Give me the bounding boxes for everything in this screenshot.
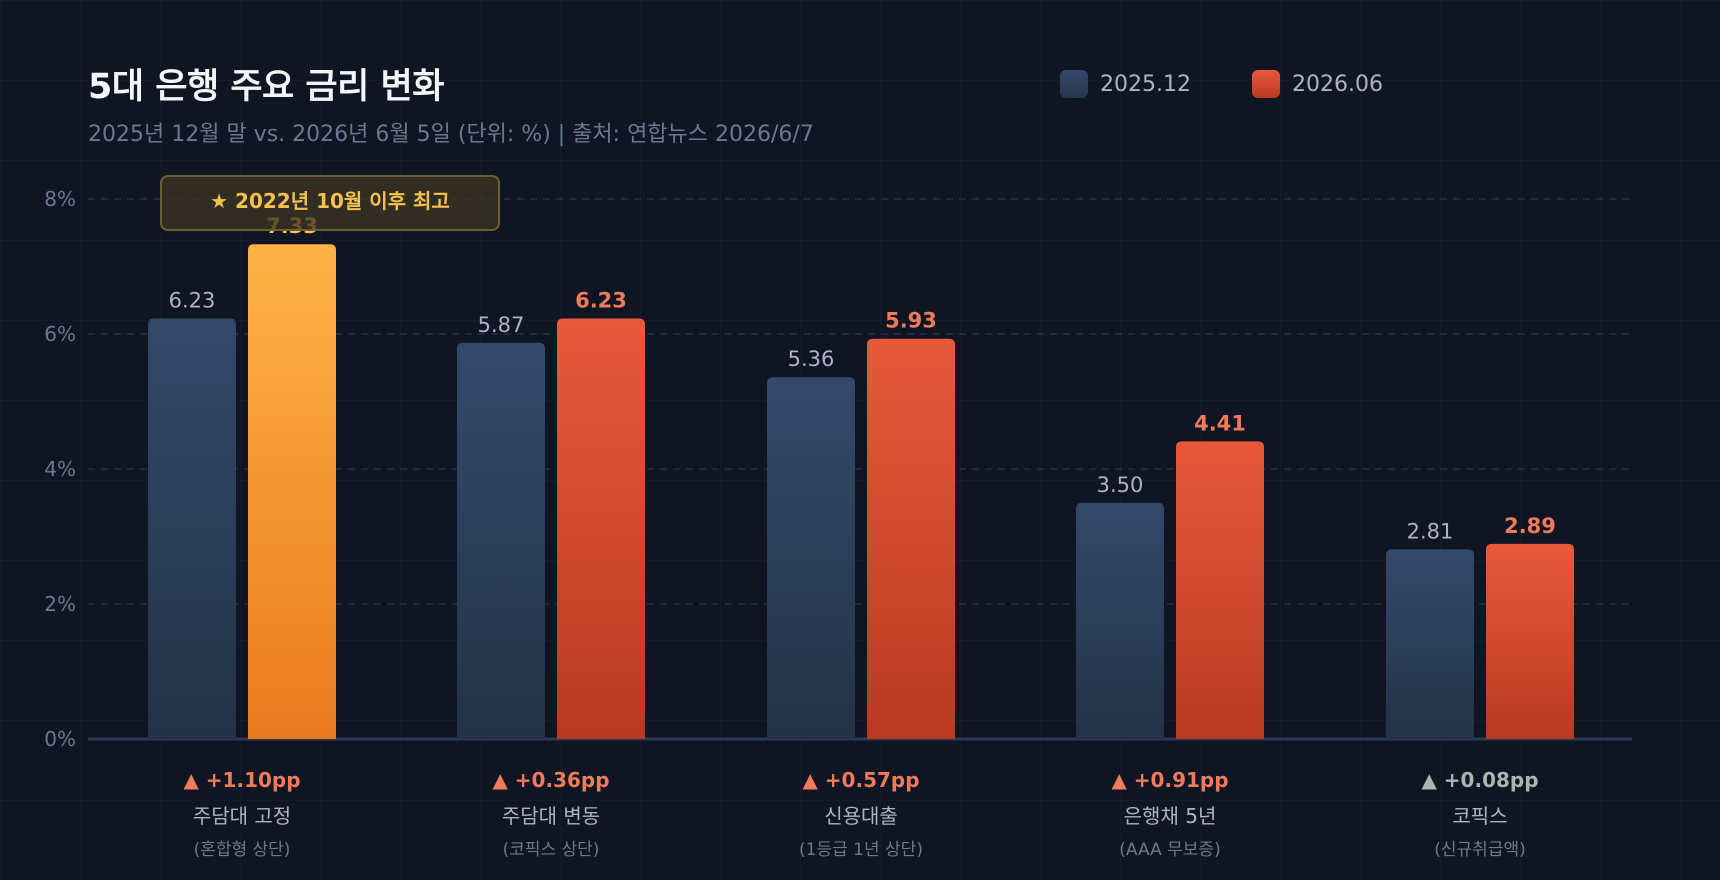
y-tick-label: 8% xyxy=(44,187,76,211)
bar-value-label: 5.93 xyxy=(885,309,937,333)
bar-value-label: 5.87 xyxy=(478,313,525,337)
category-note: (신규취급액) xyxy=(1434,840,1526,860)
legend-swatch-2026-06 xyxy=(1252,70,1280,98)
bar-2025-12 xyxy=(767,377,855,739)
category-label: 주담대 고정 xyxy=(192,804,292,828)
legend-item-2026-06: 2026.06 xyxy=(1252,70,1383,98)
change-label: ▲ +0.36pp xyxy=(492,768,610,792)
bar-2026-06 xyxy=(557,318,645,739)
category-note: (1등급 1년 상단) xyxy=(799,840,923,860)
bar-value-label: 2.89 xyxy=(1504,514,1556,538)
bar-value-label: 6.23 xyxy=(169,288,216,312)
legend-label-2026-06: 2026.06 xyxy=(1292,71,1383,97)
y-tick-label: 2% xyxy=(44,592,76,616)
chart-title: 5대 은행 주요 금리 변화 xyxy=(88,67,444,107)
bar-2025-12 xyxy=(1386,549,1474,739)
category-note: (AAA 무보증) xyxy=(1119,840,1221,860)
bar-2026-06 xyxy=(1486,543,1574,739)
bar-2025-12 xyxy=(148,318,236,739)
record-high-callout-text: ★ 2022년 10월 이후 최고 xyxy=(210,188,450,213)
legend-label-2025-12: 2025.12 xyxy=(1100,71,1191,97)
y-tick-label: 4% xyxy=(44,457,76,481)
category-label: 은행채 5년 xyxy=(1123,804,1217,828)
category-note: (혼합형 상단) xyxy=(193,840,291,860)
bar-2025-12 xyxy=(1076,502,1164,739)
bar-2026-06 xyxy=(867,338,955,739)
category-label-group: ▲ +0.08pp 코픽스 (신규취급액) xyxy=(1360,768,1600,860)
record-high-callout: ★ 2022년 10월 이후 최고 xyxy=(160,175,500,231)
change-label: ▲ +0.08pp xyxy=(1421,768,1539,792)
category-label-group: ▲ +0.36pp 주담대 변동 (코픽스 상단) xyxy=(431,768,671,860)
bar-value-label: 4.41 xyxy=(1194,411,1246,435)
bar-2026-06 xyxy=(248,244,336,739)
category-label-group: ▲ +0.91pp 은행채 5년 (AAA 무보증) xyxy=(1050,768,1290,860)
category-label: 신용대출 xyxy=(824,804,898,828)
bar-value-label: 2.81 xyxy=(1407,519,1454,543)
change-label: ▲ +1.10pp xyxy=(183,768,301,792)
bar-value-label: 5.36 xyxy=(788,347,835,371)
category-label: 코픽스 xyxy=(1452,804,1508,828)
y-tick-label: 6% xyxy=(44,322,76,346)
category-label: 주담대 변동 xyxy=(501,804,601,828)
category-note: (코픽스 상단) xyxy=(502,840,600,860)
change-label: ▲ +0.57pp xyxy=(802,768,920,792)
bar-value-label: 3.50 xyxy=(1097,473,1144,497)
y-tick-label: 0% xyxy=(44,727,76,751)
category-label-group: ▲ +1.10pp 주담대 고정 (혼합형 상단) xyxy=(122,768,362,860)
legend-item-2025-12: 2025.12 xyxy=(1060,70,1191,98)
bar-value-label: 6.23 xyxy=(575,288,627,312)
legend-swatch-2025-12 xyxy=(1060,70,1088,98)
chart-subtitle: 2025년 12월 말 vs. 2026년 6월 5일 (단위: %) | 출처… xyxy=(88,122,814,147)
category-label-group: ▲ +0.57pp 신용대출 (1등급 1년 상단) xyxy=(741,768,981,860)
change-label: ▲ +0.91pp xyxy=(1111,768,1229,792)
bar-2025-12 xyxy=(457,342,545,739)
bar-2026-06 xyxy=(1176,441,1264,739)
